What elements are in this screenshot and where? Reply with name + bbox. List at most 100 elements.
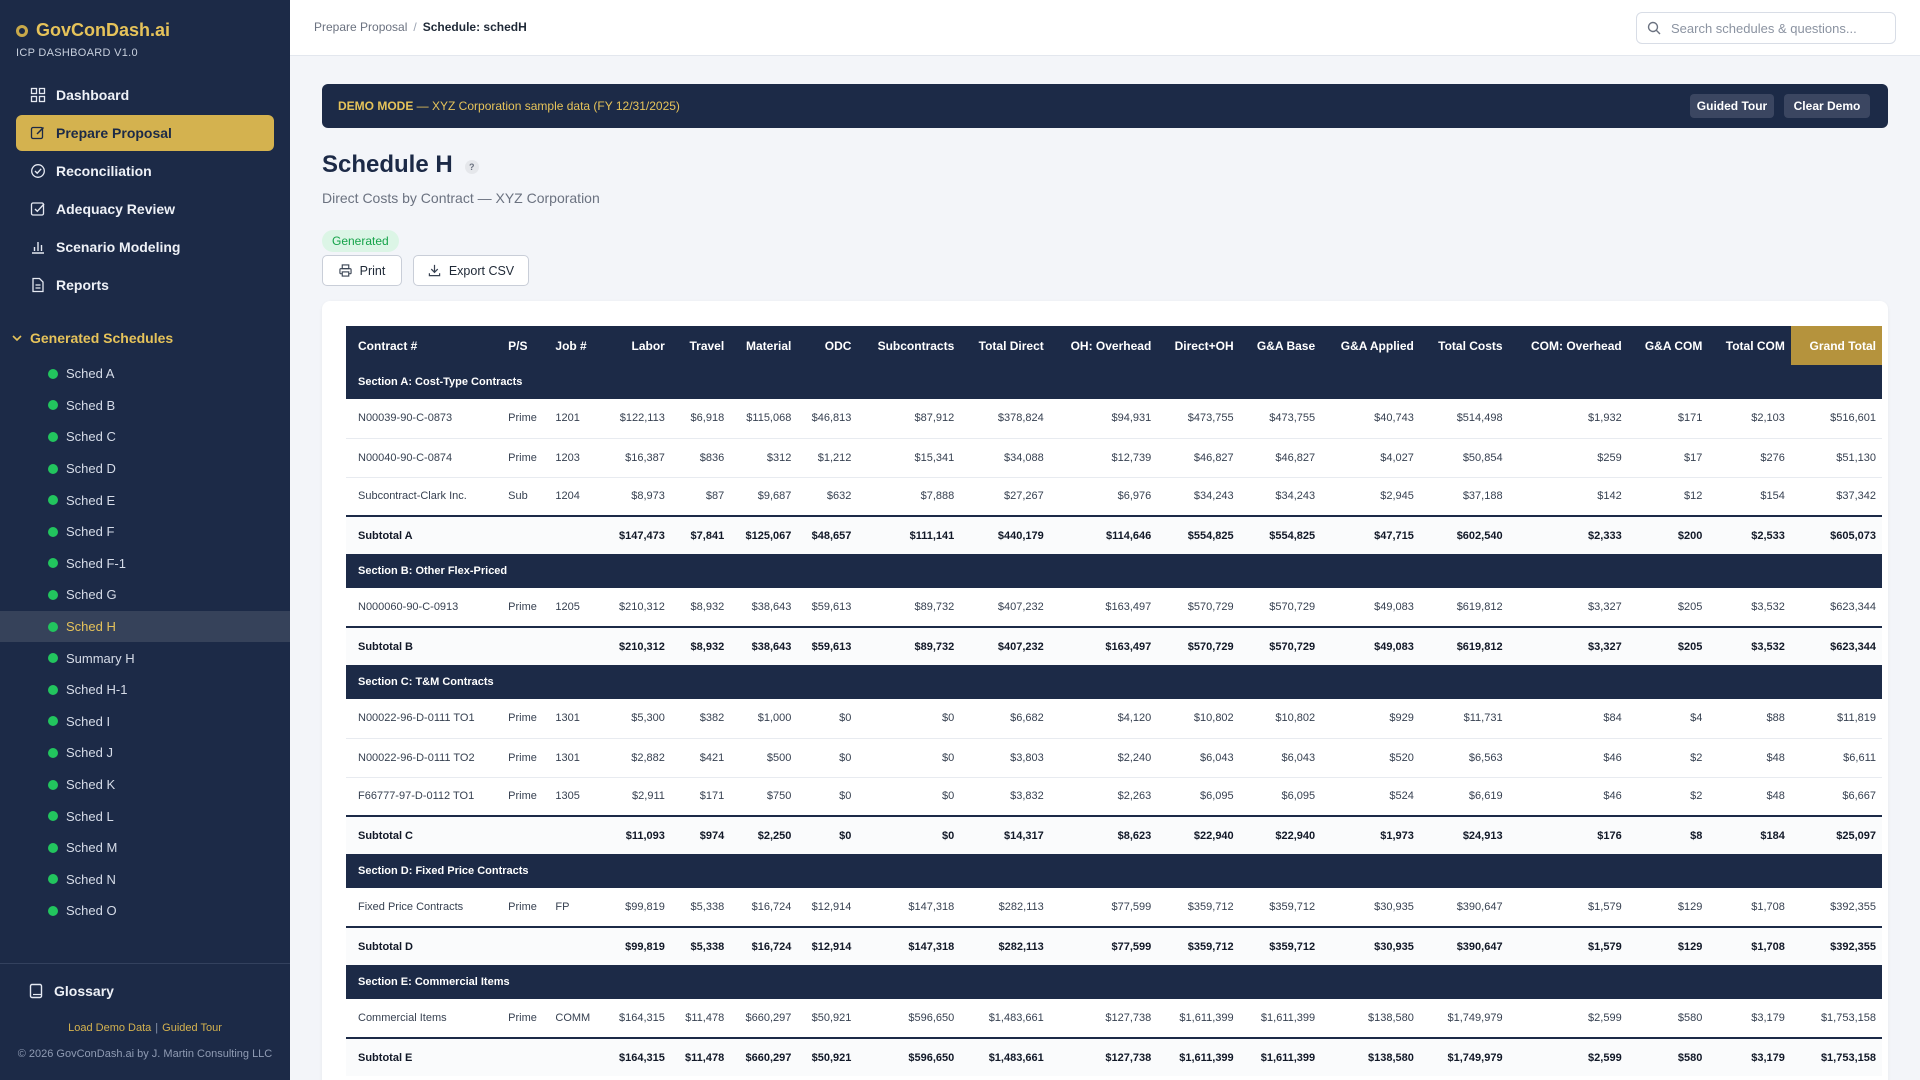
schedule-item[interactable]: Sched M bbox=[0, 832, 290, 864]
schedule-item[interactable]: Sched E bbox=[0, 484, 290, 516]
schedule-item[interactable]: Sched B bbox=[0, 390, 290, 422]
status-dot-icon bbox=[48, 463, 58, 474]
table-cell: $3,327 bbox=[1508, 626, 1628, 665]
table-cell: $2,263 bbox=[1049, 777, 1158, 817]
sidebar: GovConDash.ai ICP DASHBOARD V1.0 Dashboa… bbox=[0, 0, 290, 1080]
bar-chart-icon bbox=[30, 239, 46, 255]
schedule-item[interactable]: Sched F bbox=[0, 516, 290, 548]
generated-schedules-toggle[interactable]: Generated Schedules bbox=[12, 330, 173, 346]
schedule-item[interactable]: Sched A bbox=[0, 358, 290, 390]
table-cell: $48 bbox=[1708, 777, 1791, 817]
table-cell: $1,611,399 bbox=[1157, 999, 1240, 1039]
help-icon[interactable]: ? bbox=[464, 160, 479, 174]
column-header[interactable]: Grand Total bbox=[1790, 326, 1882, 365]
export-csv-button[interactable]: Export CSV bbox=[413, 255, 529, 286]
brand[interactable]: GovConDash.ai ICP DASHBOARD V1.0 bbox=[16, 20, 170, 59]
schedule-item[interactable]: Sched G bbox=[0, 579, 290, 611]
column-header[interactable]: P/S bbox=[502, 326, 550, 365]
schedule-item-label: Sched N bbox=[66, 871, 116, 887]
table-cell: $2 bbox=[1627, 777, 1709, 817]
nav-item-adequacy-review[interactable]: Adequacy Review bbox=[16, 191, 274, 227]
table-cell: $1,611,399 bbox=[1239, 999, 1322, 1039]
schedule-item[interactable]: Sched L bbox=[0, 800, 290, 832]
table-cell: $0 bbox=[797, 699, 858, 739]
table-cell: $38,643 bbox=[730, 588, 798, 628]
column-header[interactable]: Direct+OH bbox=[1157, 326, 1240, 365]
nav-item-reconciliation[interactable]: Reconciliation bbox=[16, 153, 274, 189]
table-cell: $24,913 bbox=[1419, 815, 1509, 854]
nav-item-reports[interactable]: Reports bbox=[16, 267, 274, 303]
clear-demo-button[interactable]: Clear Demo bbox=[1784, 94, 1870, 118]
column-header[interactable]: COM: Overhead bbox=[1508, 326, 1628, 365]
nav-item-dashboard[interactable]: Dashboard bbox=[16, 77, 274, 113]
search-input[interactable] bbox=[1671, 20, 1881, 36]
table-cell: $51,130 bbox=[1790, 438, 1882, 478]
nav-item-prepare-proposal[interactable]: Prepare Proposal bbox=[16, 115, 274, 151]
table-cell: $11,478 bbox=[670, 999, 731, 1039]
print-button[interactable]: Print bbox=[322, 255, 402, 286]
table-cell: $2,533 bbox=[1708, 515, 1791, 554]
table-cell: $6,043 bbox=[1239, 738, 1322, 778]
sidebar-footer: Glossary Load Demo Data | Guided Tour © 20… bbox=[0, 963, 290, 1060]
table-cell: $34,243 bbox=[1157, 477, 1240, 517]
load-demo-link[interactable]: Load Demo Data bbox=[68, 1022, 152, 1034]
table-cell bbox=[502, 1037, 550, 1076]
table-cell: $392,355 bbox=[1790, 926, 1882, 965]
column-header[interactable]: Total Direct bbox=[960, 326, 1050, 365]
table-cell: F66777-97-D-0112 TO1 bbox=[346, 777, 503, 817]
breadcrumb-parent[interactable]: Prepare Proposal bbox=[314, 20, 408, 34]
schedule-item-label: Sched M bbox=[66, 840, 118, 856]
table-cell: $8,973 bbox=[603, 477, 671, 517]
schedule-item-label: Sched D bbox=[66, 461, 116, 477]
column-header[interactable]: Total Costs bbox=[1419, 326, 1509, 365]
schedule-item[interactable]: Sched H bbox=[0, 610, 290, 643]
schedule-item[interactable]: Sched I bbox=[0, 706, 290, 738]
table-cell: $259 bbox=[1508, 438, 1628, 478]
guided-tour-link[interactable]: Guided Tour bbox=[162, 1022, 222, 1034]
table-cell: $46,827 bbox=[1239, 438, 1322, 478]
column-header[interactable]: Travel bbox=[670, 326, 731, 365]
column-header[interactable]: Labor bbox=[603, 326, 671, 365]
table-cell: $49,083 bbox=[1321, 626, 1420, 665]
schedule-item[interactable]: Sched H-1 bbox=[0, 674, 290, 706]
column-header[interactable]: ODC bbox=[797, 326, 858, 365]
table-cell: $6,095 bbox=[1239, 777, 1322, 817]
schedule-item-label: Sched F bbox=[66, 524, 115, 540]
table-cell: $10,802 bbox=[1157, 699, 1240, 739]
demo-mode-label: DEMO MODE bbox=[338, 99, 414, 113]
schedule-item[interactable]: Sched O bbox=[0, 895, 290, 927]
column-header[interactable]: Material bbox=[730, 326, 798, 365]
table-cell: $619,812 bbox=[1419, 588, 1509, 628]
schedule-item[interactable]: Sched D bbox=[0, 453, 290, 485]
nav-item-scenario-modeling[interactable]: Scenario Modeling bbox=[16, 229, 274, 265]
glossary-link[interactable]: Glossary bbox=[0, 964, 290, 1018]
table-cell: $6,095 bbox=[1157, 777, 1240, 817]
table-cell: $0 bbox=[857, 699, 961, 739]
search-box[interactable] bbox=[1636, 12, 1896, 44]
schedule-item[interactable]: Summary H bbox=[0, 642, 290, 674]
column-header[interactable]: Contract # bbox=[346, 326, 503, 365]
column-header[interactable]: Subcontracts bbox=[857, 326, 961, 365]
column-header[interactable]: OH: Overhead bbox=[1049, 326, 1158, 365]
column-header[interactable]: G&A COM bbox=[1627, 326, 1709, 365]
schedule-item[interactable]: Sched K bbox=[0, 769, 290, 801]
schedule-item[interactable]: Sched J bbox=[0, 737, 290, 769]
schedule-item[interactable]: Sched N bbox=[0, 864, 290, 896]
column-header[interactable]: G&A Base bbox=[1239, 326, 1322, 365]
guided-tour-button[interactable]: Guided Tour bbox=[1690, 94, 1774, 118]
nav-item-label: Dashboard bbox=[56, 87, 130, 103]
column-header[interactable]: G&A Applied bbox=[1321, 326, 1420, 365]
schedule-item-label: Summary H bbox=[66, 650, 135, 666]
table-row: N00022-96-D-0111 TO1 Prime 1301 $5,300 $382 $… bbox=[346, 699, 1882, 739]
column-header[interactable]: Total COM bbox=[1708, 326, 1791, 365]
schedule-item-label: Sched J bbox=[66, 745, 113, 761]
schedule-item[interactable]: Sched F-1 bbox=[0, 548, 290, 580]
table-cell: $1,212 bbox=[797, 438, 858, 478]
table-cell: $3,532 bbox=[1708, 588, 1791, 628]
table-cell: $2 bbox=[1627, 738, 1709, 778]
table-cell: $164,315 bbox=[603, 999, 671, 1039]
schedule-item[interactable]: Sched C bbox=[0, 421, 290, 453]
column-header[interactable]: Job # bbox=[549, 326, 604, 365]
table-cell: $163,497 bbox=[1049, 588, 1158, 628]
table-cell: $974 bbox=[670, 815, 731, 854]
